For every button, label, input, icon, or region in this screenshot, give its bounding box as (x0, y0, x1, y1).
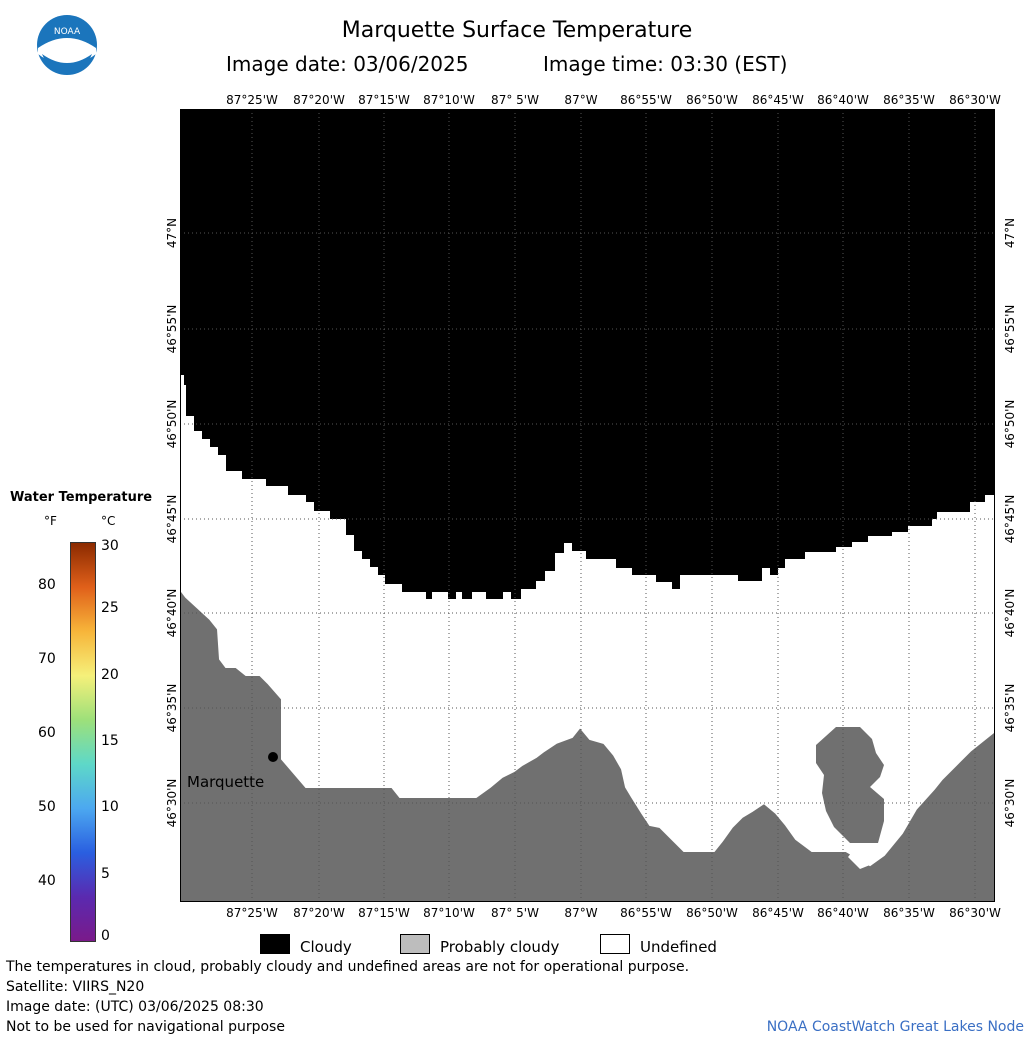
credit-text: NOAA CoastWatch Great Lakes Node (766, 1019, 1024, 1035)
fahrenheit-tick: 80 (38, 577, 56, 593)
graticule (180, 109, 995, 902)
lat-label-left: 46°50'N (165, 399, 179, 449)
disclaimer-note: The temperatures in cloud, probably clou… (6, 959, 690, 975)
fahrenheit-tick: 40 (38, 873, 56, 889)
lat-label-left: 47°N (165, 217, 179, 249)
cloudy-swatch (260, 934, 290, 954)
logo-text: NOAA (54, 27, 81, 37)
lon-label-bottom: 87° 5'W (491, 906, 539, 920)
lon-label-top: 86°30'W (949, 93, 1001, 107)
noaa-logo-icon: NOAA (37, 15, 97, 75)
lat-label-right: 46°35'N (1003, 683, 1017, 733)
fahrenheit-tick: 60 (38, 725, 56, 741)
lat-label-right: 46°30'N (1003, 778, 1017, 828)
lon-label-bottom: 86°35'W (883, 906, 935, 920)
celsius-tick: 30 (101, 538, 119, 554)
lon-label-bottom: 86°50'W (686, 906, 738, 920)
lon-label-bottom: 87°15'W (358, 906, 410, 920)
temperature-map (180, 109, 995, 902)
image-date: Image date: 03/06/2025 (226, 52, 469, 76)
unit-f: °F (44, 514, 57, 528)
lon-label-top: 86°35'W (883, 93, 935, 107)
celsius-tick: 0 (101, 928, 110, 944)
lon-label-top: 86°45'W (752, 93, 804, 107)
lon-label-top: 87°25'W (226, 93, 278, 107)
lon-label-bottom: 86°30'W (949, 906, 1001, 920)
utc-date-text: Image date: (UTC) 03/06/2025 08:30 (6, 999, 264, 1015)
celsius-tick: 15 (101, 733, 119, 749)
undefined-swatch (600, 934, 630, 954)
lon-label-top: 86°50'W (686, 93, 738, 107)
celsius-tick: 25 (101, 600, 119, 616)
probably-cloudy-label: Probably cloudy (440, 938, 560, 956)
lon-label-top: 87°10'W (423, 93, 475, 107)
probably-cloudy-swatch (400, 934, 430, 954)
lon-label-top: 86°55'W (620, 93, 672, 107)
lat-label-left: 46°40'N (165, 588, 179, 638)
fahrenheit-tick: 70 (38, 651, 56, 667)
lon-label-top: 87°W (564, 93, 598, 107)
lon-label-bottom: 87°20'W (293, 906, 345, 920)
marquette-marker (268, 752, 278, 762)
satellite-text: Satellite: VIIRS_N20 (6, 979, 145, 995)
unit-c: °C (101, 514, 116, 528)
undefined-label: Undefined (640, 938, 717, 956)
lat-label-left: 46°55'N (165, 304, 179, 354)
celsius-tick: 20 (101, 667, 119, 683)
lat-label-right: 46°45'N (1003, 494, 1017, 544)
navigation-note: Not to be used for navigational purpose (6, 1019, 285, 1035)
page-title: Marquette Surface Temperature (341, 18, 693, 43)
lon-label-bottom: 87°25'W (226, 906, 278, 920)
lat-label-left: 46°45'N (165, 494, 179, 544)
lat-label-right: 46°40'N (1003, 588, 1017, 638)
image-time: Image time: 03:30 (EST) (543, 52, 788, 76)
lat-label-right: 46°50'N (1003, 399, 1017, 449)
cloudy-label: Cloudy (300, 938, 352, 956)
celsius-tick: 5 (101, 866, 110, 882)
land-area (180, 587, 995, 902)
lon-label-top: 87°15'W (358, 93, 410, 107)
lon-label-bottom: 86°45'W (752, 906, 804, 920)
lat-label-left: 46°30'N (165, 778, 179, 828)
lon-label-top: 87°20'W (293, 93, 345, 107)
celsius-tick: 10 (101, 799, 119, 815)
city-label: Marquette (187, 773, 265, 791)
lat-label-right: 47°N (1003, 217, 1017, 249)
fahrenheit-tick: 50 (38, 799, 56, 815)
lat-label-left: 46°35'N (165, 683, 179, 733)
lat-label-right: 46°55'N (1003, 304, 1017, 354)
lon-label-bottom: 86°55'W (620, 906, 672, 920)
lon-label-bottom: 87°W (564, 906, 598, 920)
temperature-scale-bar (70, 542, 96, 942)
legend-title: Water Temperature (10, 490, 153, 505)
lon-label-bottom: 86°40'W (817, 906, 869, 920)
lon-label-top: 86°40'W (817, 93, 869, 107)
lon-label-bottom: 87°10'W (423, 906, 475, 920)
cloud-area (180, 109, 995, 599)
lon-label-top: 87° 5'W (491, 93, 539, 107)
